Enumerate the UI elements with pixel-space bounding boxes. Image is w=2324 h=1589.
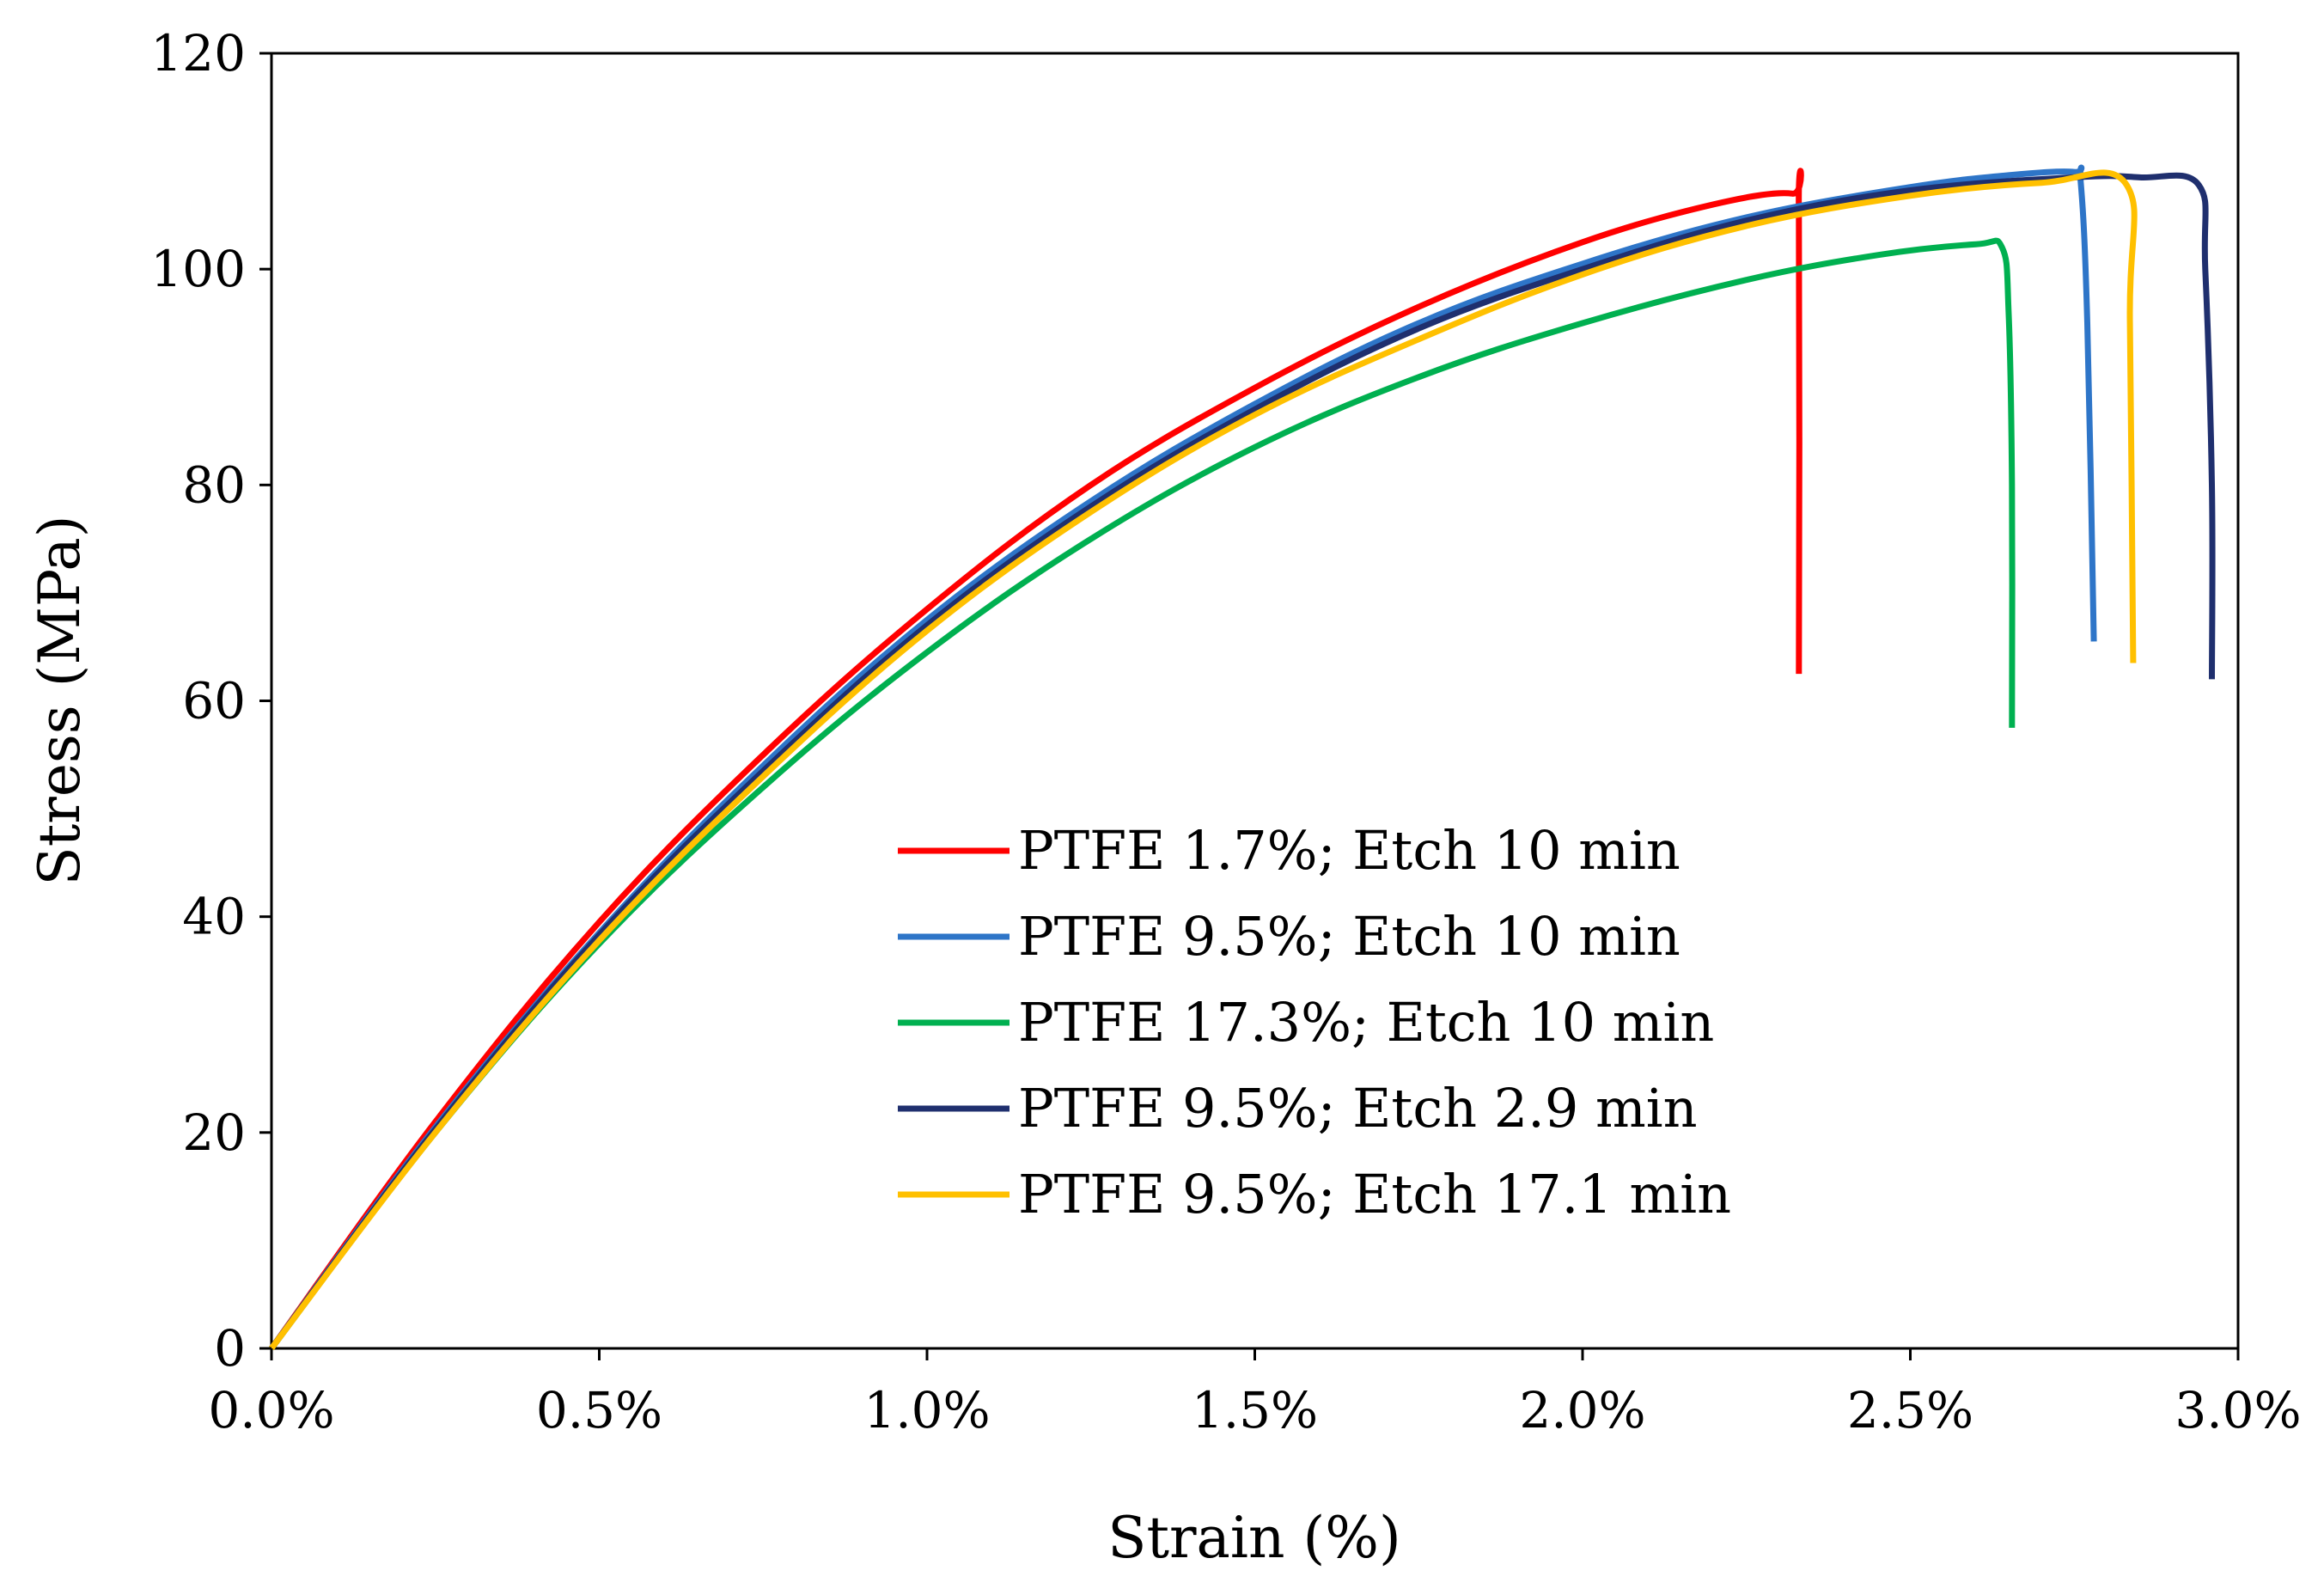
y-tick-label: 0 [214,1319,246,1378]
x-axis-title: Strain (%) [1107,1505,1400,1571]
x-tick-label: 3.0% [2175,1381,2301,1439]
y-tick-label: 40 [182,888,246,946]
x-tick-label: 0.0% [208,1381,334,1439]
legend-label-5: PTFE 9.5%; Etch 17.1 min [1018,1163,1731,1225]
series-line-4 [269,172,2216,1351]
legend: PTFE 1.7%; Etch 10 min PTFE 9.5%; Etch 10… [898,819,1731,1225]
x-tick-label: 2.5% [1847,1381,1973,1439]
x-tick-label: 2.0% [1519,1381,1645,1439]
legend-label-1: PTFE 1.7%; Etch 10 min [1018,819,1680,882]
x-tick-label: 1.0% [863,1381,990,1439]
series-line-5 [269,169,2138,1351]
y-axis: 0 20 40 60 80 100 120 [150,24,271,1378]
y-tick-label: 80 [182,455,246,514]
y-tick-label: 60 [182,672,246,730]
series-layer [269,164,2216,1351]
y-tick-label: 120 [150,24,246,83]
y-axis-title: Stress (MPa) [27,516,93,886]
legend-label-3: PTFE 17.3%; Etch 10 min [1018,991,1714,1054]
x-tick-label: 1.5% [1192,1381,1318,1439]
series-line-1 [269,168,1804,1351]
legend-label-2: PTFE 9.5%; Etch 10 min [1018,905,1680,968]
y-tick-label: 20 [182,1103,246,1162]
y-tick-label: 100 [150,240,246,298]
x-axis: 0.0% 0.5% 1.0% 1.5% 2.0% 2.5% 3.0% [208,1348,2302,1439]
legend-label-4: PTFE 9.5%; Etch 2.9 min [1018,1077,1698,1140]
x-tick-label: 0.5% [536,1381,662,1439]
